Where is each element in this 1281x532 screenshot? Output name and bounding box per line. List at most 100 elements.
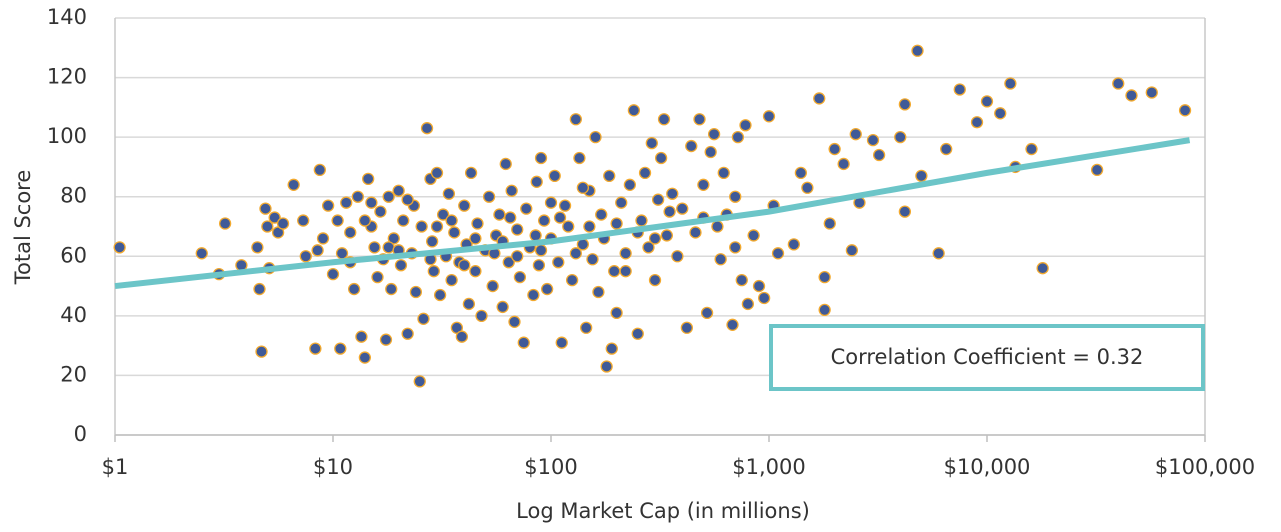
scatter-point bbox=[382, 190, 395, 203]
scatter-point bbox=[813, 92, 826, 105]
scatter-point bbox=[374, 205, 387, 218]
scatter-point bbox=[610, 217, 623, 230]
scatter-point bbox=[693, 113, 706, 126]
scatter-point bbox=[752, 279, 766, 293]
scatter-point bbox=[358, 351, 372, 364]
scatter-point bbox=[940, 142, 953, 156]
scatter-point bbox=[321, 199, 335, 212]
scatter-point bbox=[513, 270, 527, 284]
x-axis-title: Log Market Cap (in millions) bbox=[516, 499, 810, 523]
scatter-point bbox=[527, 288, 540, 302]
scatter-point bbox=[464, 166, 478, 180]
scatter-point bbox=[576, 181, 590, 194]
scatter-point bbox=[455, 330, 469, 343]
scatter-point bbox=[635, 214, 648, 227]
scatter-point bbox=[529, 229, 542, 242]
scatter-point bbox=[351, 190, 364, 203]
scatter-point bbox=[741, 297, 755, 311]
scatter-point bbox=[486, 279, 499, 293]
scatter-point bbox=[382, 241, 395, 254]
scatter-point bbox=[379, 333, 393, 346]
scatter-point bbox=[255, 345, 268, 358]
scatter-point bbox=[544, 196, 558, 209]
scatter-point bbox=[911, 44, 924, 57]
scatter-point bbox=[818, 303, 831, 317]
y-tick-label: 100 bbox=[47, 124, 87, 148]
scatter-point bbox=[417, 312, 430, 325]
scatter-point bbox=[442, 187, 456, 200]
scatter-point bbox=[195, 247, 208, 260]
scatter-point bbox=[794, 166, 808, 180]
scatter-point bbox=[355, 330, 368, 343]
scatter-point bbox=[1004, 77, 1017, 90]
scatter-point bbox=[496, 300, 509, 314]
scatter-point bbox=[448, 226, 461, 239]
scatter-point bbox=[299, 250, 312, 263]
scatter-point bbox=[970, 116, 984, 129]
scatter-point bbox=[326, 268, 340, 281]
scatter-point bbox=[331, 214, 344, 227]
scatter-point bbox=[589, 130, 602, 144]
scatter-point bbox=[600, 360, 613, 373]
scatter-point bbox=[392, 184, 405, 197]
scatter-point bbox=[676, 202, 689, 215]
scatter-point bbox=[654, 151, 668, 165]
scatter-point bbox=[517, 336, 530, 349]
scatter-point bbox=[627, 104, 641, 117]
scatter-point bbox=[420, 122, 434, 135]
scatter-point bbox=[845, 244, 859, 257]
scatter-point bbox=[482, 190, 496, 203]
scatter-point bbox=[610, 306, 623, 320]
scatter-point bbox=[603, 169, 616, 183]
scatter-point bbox=[648, 232, 662, 245]
scatter-point bbox=[504, 211, 517, 224]
scatter-point bbox=[711, 220, 724, 233]
scatter-point bbox=[569, 113, 582, 126]
scatter-point bbox=[592, 285, 605, 299]
y-tick-label: 140 bbox=[47, 5, 87, 29]
scatter-point bbox=[385, 282, 398, 296]
scatter-point bbox=[1090, 163, 1104, 177]
scatter-point bbox=[731, 130, 745, 144]
scatter-point bbox=[771, 247, 785, 260]
scatter-point bbox=[253, 282, 266, 296]
scatter-point bbox=[994, 107, 1007, 120]
scatter-point bbox=[586, 253, 599, 266]
scatter-point bbox=[638, 166, 652, 180]
scatter-point bbox=[569, 247, 582, 260]
scatter-point bbox=[666, 187, 679, 200]
scatter-point bbox=[565, 273, 579, 287]
scatter-point bbox=[717, 166, 730, 180]
scatter-point bbox=[433, 288, 447, 302]
scatter-point bbox=[311, 244, 324, 257]
scatter-point bbox=[747, 229, 760, 242]
scatter-point bbox=[261, 220, 274, 233]
scatter-point bbox=[704, 145, 717, 159]
scatter-point bbox=[1036, 262, 1049, 275]
scatter-point bbox=[555, 336, 568, 349]
scatter-point bbox=[801, 181, 814, 194]
scatter-point bbox=[642, 241, 655, 254]
scatter-point bbox=[619, 265, 632, 278]
scatter-point bbox=[623, 178, 637, 191]
x-tick-label: $100,000 bbox=[1155, 455, 1255, 479]
scatter-point bbox=[436, 208, 450, 221]
scatter-point bbox=[276, 217, 290, 230]
scatter-point bbox=[980, 95, 994, 108]
scatter-point bbox=[335, 247, 349, 260]
scatter-point bbox=[344, 226, 357, 239]
scatter-point bbox=[508, 315, 521, 328]
scatter-point bbox=[537, 214, 551, 227]
scatter-point bbox=[534, 151, 548, 165]
scatter-point bbox=[707, 128, 721, 141]
scatter-point bbox=[894, 130, 907, 144]
scatter-point bbox=[530, 175, 543, 188]
scatter-point bbox=[739, 119, 752, 132]
scatter-point bbox=[689, 226, 702, 239]
scatter-point bbox=[358, 214, 372, 227]
scatter-point bbox=[313, 163, 326, 177]
scatter-point bbox=[828, 142, 841, 156]
scatter-point bbox=[471, 217, 484, 230]
scatter-point bbox=[534, 244, 548, 257]
x-tick-label: $1 bbox=[102, 455, 129, 479]
